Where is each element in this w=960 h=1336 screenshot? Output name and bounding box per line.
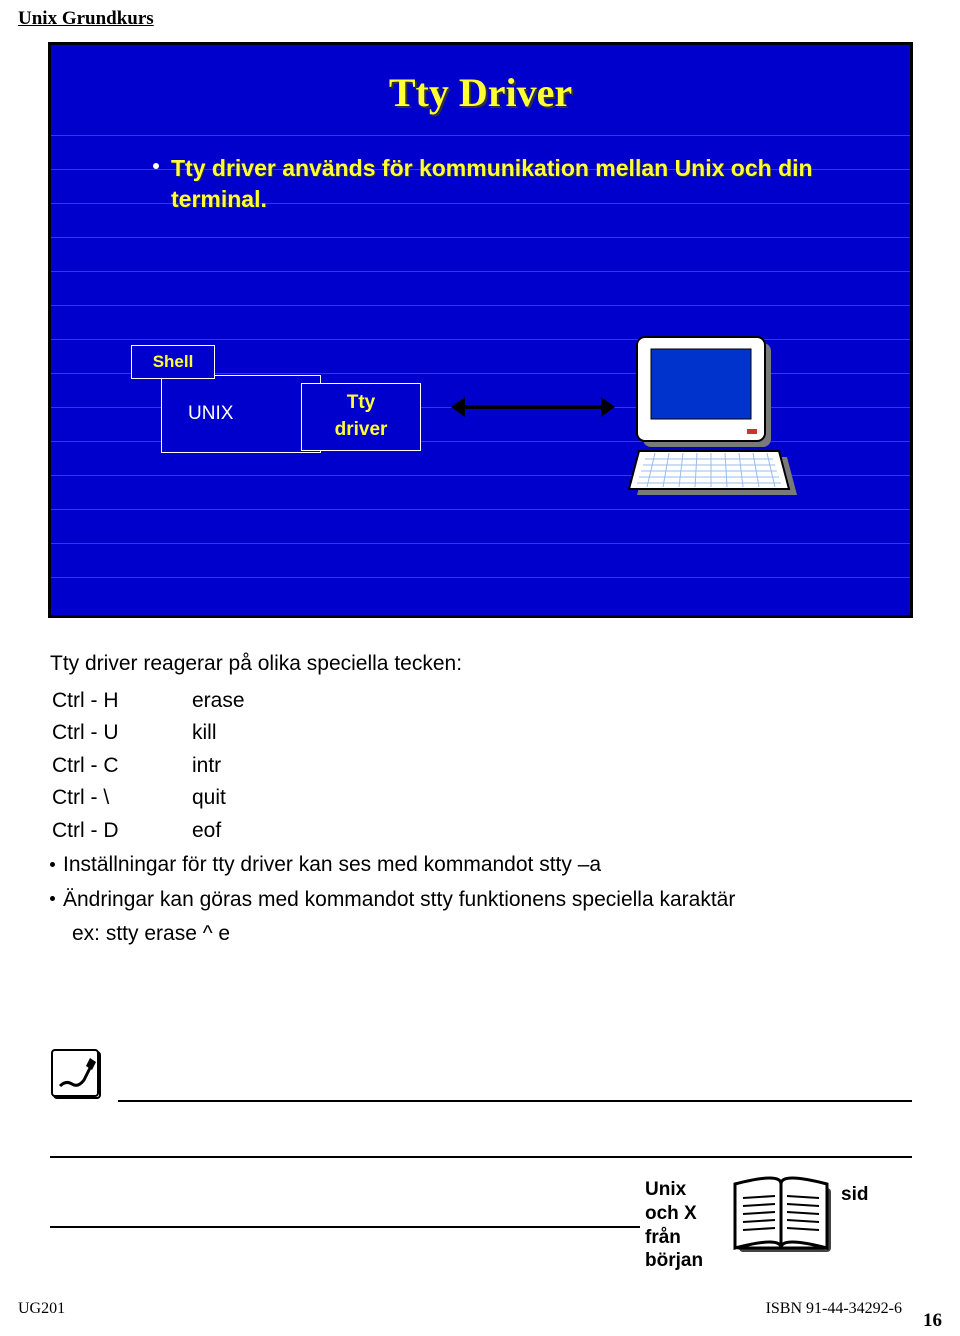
key-row: Ctrl - Deof bbox=[52, 815, 910, 848]
slide-bullet: Tty driver används för kommunikation mel… bbox=[153, 153, 850, 215]
intro-line: Tty driver reagerar på olika speciella t… bbox=[50, 648, 910, 681]
slide-bullet-text: Tty driver används för kommunikation mel… bbox=[171, 153, 850, 215]
key-action: kill bbox=[192, 717, 217, 750]
bullet-icon bbox=[50, 896, 55, 901]
key-combo: Ctrl - U bbox=[52, 717, 192, 750]
key-row: Ctrl - Herase bbox=[52, 685, 910, 718]
book-line-3: från bbox=[645, 1226, 731, 1250]
footer-left: UG201 bbox=[18, 1300, 65, 1318]
key-action: quit bbox=[192, 782, 226, 815]
note-rule bbox=[118, 1100, 912, 1102]
book-line-2: och X bbox=[645, 1202, 731, 1226]
pencil-writing-icon bbox=[50, 1048, 104, 1102]
open-book-icon bbox=[731, 1176, 837, 1262]
bullet-icon bbox=[50, 862, 55, 867]
key-action: intr bbox=[192, 750, 221, 783]
page-number: 16 bbox=[923, 1310, 942, 1332]
unix-box: UNIX bbox=[161, 375, 321, 453]
bidirectional-arrow-icon bbox=[463, 405, 603, 409]
example-line: ex: stty erase ^ e bbox=[72, 918, 910, 951]
computer-icon bbox=[621, 335, 801, 505]
key-row: Ctrl - \quit bbox=[52, 782, 910, 815]
key-table: Ctrl - HeraseCtrl - UkillCtrl - CintrCtr… bbox=[52, 685, 910, 848]
key-row: Ctrl - Cintr bbox=[52, 750, 910, 783]
key-combo: Ctrl - C bbox=[52, 750, 192, 783]
book-line-4: början bbox=[645, 1249, 731, 1273]
tty-driver-box: Tty driver bbox=[301, 383, 421, 451]
bullet-2: Ändringar kan göras med kommandot stty f… bbox=[63, 888, 735, 911]
footer-right: ISBN 91-44-34292-6 bbox=[766, 1300, 902, 1318]
shell-box: Shell bbox=[131, 345, 215, 379]
book-line-1: Unix bbox=[645, 1178, 731, 1202]
key-combo: Ctrl - D bbox=[52, 815, 192, 848]
slide-title: Tty Driver bbox=[51, 69, 910, 116]
book-reference: Unix och X från början sid bbox=[645, 1178, 905, 1280]
bullet-icon bbox=[153, 163, 159, 169]
tty-label-1: Tty bbox=[347, 390, 376, 417]
course-header: Unix Grundkurs bbox=[18, 8, 154, 30]
key-action: eof bbox=[192, 815, 221, 848]
tty-label-2: driver bbox=[335, 417, 388, 444]
note-rule bbox=[50, 1226, 640, 1228]
key-combo: Ctrl - H bbox=[52, 685, 192, 718]
body-content: Tty driver reagerar på olika speciella t… bbox=[50, 648, 910, 951]
bullet-1: Inställningar för tty driver kan ses med… bbox=[63, 853, 601, 876]
sid-label: sid bbox=[841, 1184, 868, 1206]
key-row: Ctrl - Ukill bbox=[52, 717, 910, 750]
key-combo: Ctrl - \ bbox=[52, 782, 192, 815]
note-rule bbox=[50, 1156, 912, 1158]
slide-panel: Tty Driver Tty driver används för kommun… bbox=[48, 42, 913, 618]
key-action: erase bbox=[192, 685, 245, 718]
